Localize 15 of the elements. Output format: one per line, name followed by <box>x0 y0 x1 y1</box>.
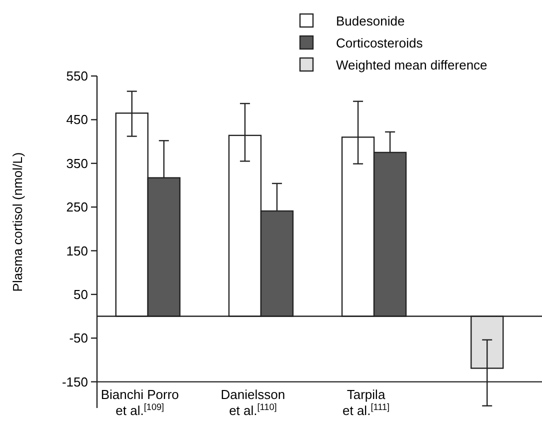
y-axis-title: Plasma cortisol (nmol/L) <box>10 152 25 292</box>
y-tick-label: 250 <box>66 200 88 215</box>
y-tick-label: -150 <box>62 374 88 390</box>
y-tick-label: 550 <box>66 68 88 84</box>
y-tick-label: 450 <box>66 112 88 128</box>
x-tick-label: Danielsson et al.$^{[110]}$ <box>220 386 286 418</box>
legend-label: Weighted mean difference <box>336 58 488 73</box>
x-tick-label: Bianchi Porro et al.$^{[109]}$ <box>100 386 179 418</box>
y-tick-label: 150 <box>66 243 88 258</box>
y-tick-label: 350 <box>66 156 88 171</box>
legend-label: Budesonide <box>336 14 405 29</box>
legend-label: Corticosteroids <box>336 36 424 51</box>
y-tick-label: 50 <box>74 286 88 302</box>
y-tick-label: -50 <box>69 330 88 346</box>
x-tick-label: Tarpila et al.$^{[111]}$ <box>342 386 390 418</box>
